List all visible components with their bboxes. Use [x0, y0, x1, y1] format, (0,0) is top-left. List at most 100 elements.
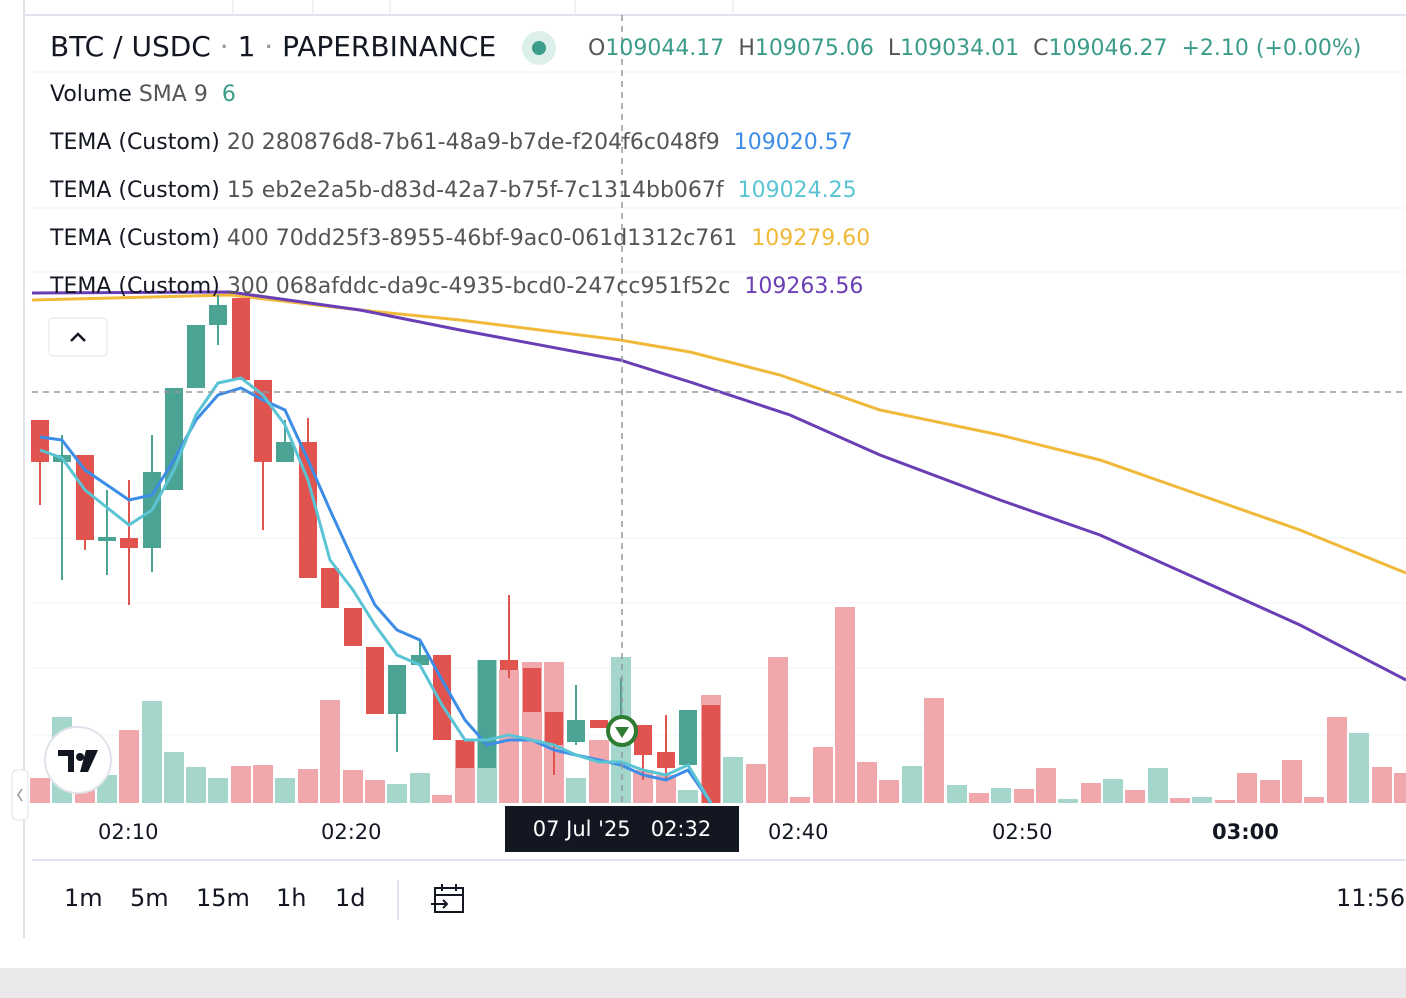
- volume-bar: [298, 769, 318, 803]
- volume-bar: [1215, 800, 1235, 803]
- volume-bar: [746, 764, 766, 803]
- indicator-value: 109020.57: [733, 130, 853, 155]
- volume-bar: [947, 785, 967, 803]
- volume-bar: [1148, 768, 1168, 803]
- indicator-params: 400 70dd25f3-8955-46bf-9ac0-061d1312c761: [226, 226, 738, 251]
- candle-body: [590, 720, 608, 728]
- volume-bar: [320, 700, 340, 803]
- volume-bar: [902, 766, 922, 803]
- volume-bar: [857, 762, 877, 803]
- indicator-value: 109263.56: [744, 274, 864, 299]
- time-label: 02:50: [992, 820, 1053, 844]
- volume-bar: [1192, 797, 1212, 803]
- change: +2.10 (+0.00%): [1181, 36, 1362, 61]
- collapse-icon: [70, 332, 86, 342]
- volume-bar: [835, 607, 855, 803]
- candle-body: [478, 660, 496, 768]
- candle-body: [702, 705, 720, 803]
- volume-bar: [678, 790, 698, 803]
- legend-tema[interactable]: TEMA (Custom) 300 068afddc-da9c-4935-bcd…: [50, 274, 863, 299]
- volume-bar: [656, 775, 676, 803]
- candle-body: [567, 720, 585, 742]
- volume-bar: [723, 757, 743, 803]
- ohlc-value: 109075.06: [754, 36, 874, 61]
- legend-tema[interactable]: TEMA (Custom) 20 280876d8-7b61-48a9-b7de…: [50, 130, 853, 155]
- volume-bar: [1237, 773, 1257, 803]
- volume-bar: [164, 752, 184, 803]
- timeframe-button[interactable]: 1d: [335, 884, 366, 912]
- volume-bar: [768, 657, 788, 803]
- volume-bar: [924, 698, 944, 803]
- volume-bar: [566, 778, 586, 803]
- timeframe-button[interactable]: 1h: [276, 884, 307, 912]
- indicator-name: TEMA (Custom): [50, 130, 220, 155]
- candle-body: [545, 712, 563, 745]
- crosshair-date: 07 Jul '25: [532, 817, 631, 841]
- time-label: 02:20: [321, 820, 382, 844]
- candle-body: [388, 665, 406, 714]
- indicator-value: 6: [221, 82, 236, 107]
- indicator-params: 300 068afddc-da9c-4935-bcd0-247cc951f52c: [226, 274, 731, 299]
- date-range-icon[interactable]: [431, 884, 464, 913]
- timeframe-button[interactable]: 1m: [64, 884, 103, 912]
- volume-bar: [879, 780, 899, 803]
- volume-bar: [275, 778, 295, 803]
- ohlc-value: 109044.17: [605, 36, 725, 61]
- volume-bar: [790, 797, 810, 803]
- volume-bar: [253, 765, 273, 803]
- legend-tema[interactable]: TEMA (Custom) 15 eb2e2a5b-d83d-42a7-b75f…: [50, 178, 857, 203]
- volume-bar: [1260, 780, 1280, 803]
- symbol-title[interactable]: BTC / USDC · 1 · PAPERBINANCE: [50, 30, 497, 63]
- ohlc-key: H: [738, 36, 755, 61]
- candle-body: [366, 647, 384, 714]
- candle-body: [433, 655, 451, 740]
- tema-line: [39, 376, 713, 804]
- candle-body: [299, 442, 317, 578]
- bottom-band: [0, 968, 1406, 998]
- candle-body: [657, 752, 675, 768]
- indicator-value: 109279.60: [751, 226, 871, 251]
- volume-bar: [387, 784, 407, 803]
- volume-bar: [1036, 768, 1056, 803]
- volume-bar: [1282, 760, 1302, 803]
- volume-bar: [813, 747, 833, 803]
- volume-bar: [1372, 767, 1392, 803]
- candle-body: [634, 725, 652, 755]
- indicator-name: TEMA (Custom): [50, 178, 220, 203]
- volume-bar: [589, 740, 609, 803]
- clock: 11:56: [1336, 884, 1406, 912]
- volume-bar: [365, 780, 385, 803]
- tema-line: [31, 290, 1406, 682]
- candle-body: [321, 568, 339, 608]
- volume-bar: [969, 793, 989, 803]
- volume-bar: [991, 788, 1011, 803]
- legend-tema[interactable]: TEMA (Custom) 400 70dd25f3-8955-46bf-9ac…: [50, 226, 870, 251]
- logo-mark: [58, 750, 98, 772]
- candle-body: [523, 668, 541, 712]
- timeframe-button[interactable]: 15m: [196, 884, 250, 912]
- timeframe-button[interactable]: 5m: [130, 884, 169, 912]
- candle-body: [344, 608, 362, 646]
- ohlc-value: 109034.01: [900, 36, 1020, 61]
- indicator-name: TEMA (Custom): [50, 226, 220, 251]
- indicator-params: 15 eb2e2a5b-d83d-42a7-b75f-7c1314bb067f: [226, 178, 724, 203]
- indicator-params: SMA 9: [138, 82, 208, 107]
- legend-volume[interactable]: Volume SMA 9 6: [50, 82, 236, 107]
- volume-bar: [410, 773, 430, 803]
- collapse-button[interactable]: [48, 317, 108, 357]
- candle-body: [411, 655, 429, 665]
- candle-body: [120, 538, 138, 548]
- ohlc-value: 109046.27: [1048, 36, 1168, 61]
- volume-bar: [1394, 773, 1406, 803]
- time-label: 02:10: [98, 820, 159, 844]
- indicator-params: 20 280876d8-7b61-48a9-b7de-f204f6c048f9: [226, 130, 720, 155]
- volume-bar: [1058, 799, 1078, 803]
- ohlc: O109044.17 H109075.06 L109034.01 C109046…: [588, 36, 1361, 61]
- volume-bar: [119, 730, 139, 803]
- interval: 1: [237, 30, 256, 63]
- volume-bar: [231, 766, 251, 803]
- side-tab[interactable]: [11, 769, 29, 821]
- volume-bar: [1081, 783, 1101, 803]
- candle-body: [456, 740, 474, 768]
